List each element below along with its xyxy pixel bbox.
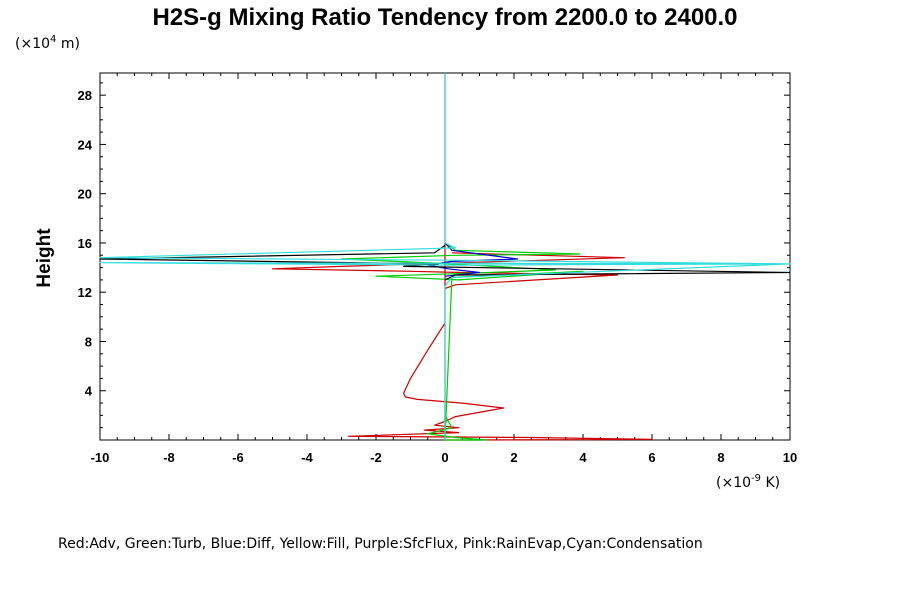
x-tick-label: -10 [91, 450, 110, 465]
y-tick-label: 28 [78, 88, 92, 103]
x-tick-label: 10 [783, 450, 797, 465]
legend-text: Red:Adv, Green:Turb, Blue:Diff, Yellow:F… [58, 536, 703, 552]
x-tick-label: -8 [163, 450, 175, 465]
y-tick-label: 12 [78, 285, 92, 300]
y-unit-label: (×104 m) [15, 34, 80, 52]
y-axis-label: Height [34, 228, 55, 288]
x-tick-label: -2 [370, 450, 382, 465]
y-tick-label: 24 [78, 137, 93, 152]
x-tick-label: 4 [579, 450, 587, 465]
x-tick-label: 6 [648, 450, 655, 465]
y-tick-label: 16 [78, 236, 92, 251]
y-tick-label: 8 [85, 334, 92, 349]
x-tick-label: -4 [301, 450, 313, 465]
x-tick-label: 2 [510, 450, 517, 465]
chart-title: H2S-g Mixing Ratio Tendency from 2200.0 … [152, 4, 737, 31]
series-line-turb [340, 242, 584, 441]
y-tick-label: 20 [78, 187, 92, 202]
series-line-condensation [99, 73, 791, 440]
x-unit-label: (×10-9 K) [716, 473, 780, 491]
y-tick-label: 4 [85, 384, 93, 399]
x-tick-label: 0 [441, 450, 448, 465]
series-line-adv [271, 73, 653, 441]
x-tick-label: 8 [717, 450, 724, 465]
x-tick-label: -6 [232, 450, 244, 465]
